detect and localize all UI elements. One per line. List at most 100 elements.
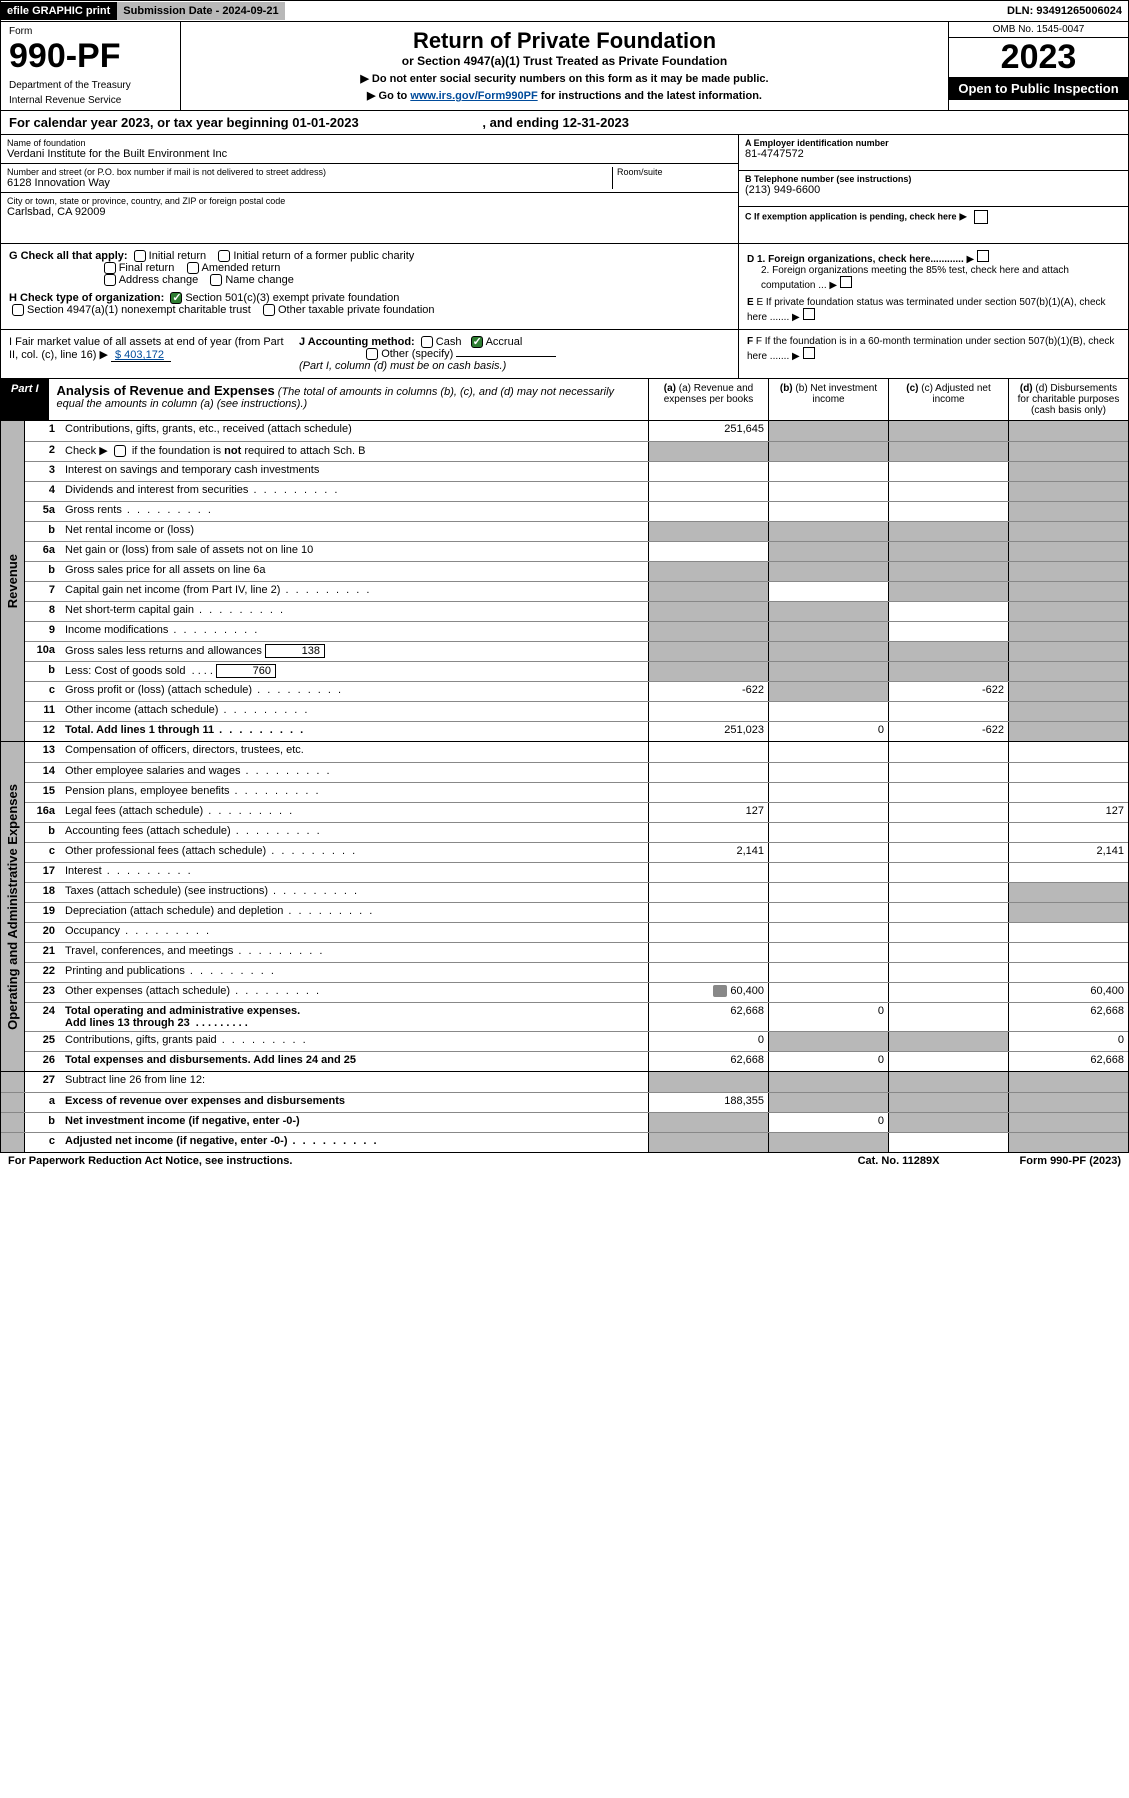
attachment-icon[interactable] xyxy=(713,985,727,997)
table-row: 27Subtract line 26 from line 12: xyxy=(1,1072,1128,1092)
part1-label: Part I xyxy=(1,379,49,420)
checkbox-name[interactable] xyxy=(210,274,222,286)
g-h-block: G Check all that apply: Initial return I… xyxy=(0,244,1129,330)
tel-cell: B Telephone number (see instructions) (2… xyxy=(739,171,1128,207)
checkbox-initial-former[interactable] xyxy=(218,250,230,262)
inst1: ▶ Do not enter social security numbers o… xyxy=(191,72,938,85)
table-row: 25Contributions, gifts, grants paid00 xyxy=(25,1031,1128,1051)
checkbox-f[interactable] xyxy=(803,347,815,359)
table-row: 17Interest xyxy=(25,862,1128,882)
table-row: 13Compensation of officers, directors, t… xyxy=(25,742,1128,762)
table-row: 6aNet gain or (loss) from sale of assets… xyxy=(25,541,1128,561)
e-row: E E If private foundation status was ter… xyxy=(747,297,1120,323)
checkbox-e[interactable] xyxy=(803,308,815,320)
submission-date: Submission Date - 2024-09-21 xyxy=(116,2,284,20)
table-row: 4Dividends and interest from securities xyxy=(25,481,1128,501)
col-b-header: (b) (b) Net investment income xyxy=(768,379,888,420)
title: Return of Private Foundation xyxy=(191,28,938,54)
tax-year: 2023 xyxy=(949,38,1128,77)
i-j-block: I Fair market value of all assets at end… xyxy=(0,330,1129,379)
opex-section: Operating and Administrative Expenses 13… xyxy=(1,741,1128,1071)
table-row: bLess: Cost of goods sold . . . . 760 xyxy=(25,661,1128,681)
i-cell: I Fair market value of all assets at end… xyxy=(9,336,289,372)
h-row: H Check type of organization: Section 50… xyxy=(9,292,730,316)
table-row: 3Interest on savings and temporary cash … xyxy=(25,461,1128,481)
col-d-header: (d) (d) Disbursements for charitable pur… xyxy=(1008,379,1128,420)
opex-side: Operating and Administrative Expenses xyxy=(1,742,25,1071)
table-row: 24Total operating and administrative exp… xyxy=(25,1002,1128,1031)
checkbox-initial[interactable] xyxy=(134,250,146,262)
table-row: 20Occupancy xyxy=(25,922,1128,942)
table-row: bAccounting fees (attach schedule) xyxy=(25,822,1128,842)
table-row: 18Taxes (attach schedule) (see instructi… xyxy=(25,882,1128,902)
checkbox-501c3[interactable] xyxy=(170,292,182,304)
header-right: OMB No. 1545-0047 2023 Open to Public In… xyxy=(948,22,1128,110)
city-cell: City or town, state or province, country… xyxy=(1,193,738,221)
table-row: cAdjusted net income (if negative, enter… xyxy=(1,1132,1128,1152)
checkbox-accrual[interactable] xyxy=(471,336,483,348)
footer: For Paperwork Reduction Act Notice, see … xyxy=(0,1153,1129,1169)
part1-header: Part I Analysis of Revenue and Expenses … xyxy=(0,379,1129,421)
info-block: Name of foundation Verdani Institute for… xyxy=(0,135,1129,244)
addr-cell: Number and street (or P.O. box number if… xyxy=(1,164,738,193)
col-c-header: (c) (c) Adjusted net income xyxy=(888,379,1008,420)
table-row: 12Total. Add lines 1 through 11251,0230-… xyxy=(25,721,1128,741)
table-row: 21Travel, conferences, and meetings xyxy=(25,942,1128,962)
topbar: efile GRAPHIC print Submission Date - 20… xyxy=(0,0,1129,22)
table-row: cGross profit or (loss) (attach schedule… xyxy=(25,681,1128,701)
table-row: bNet rental income or (loss) xyxy=(25,521,1128,541)
checkbox-d2[interactable] xyxy=(840,276,852,288)
form-number: 990-PF xyxy=(9,37,172,76)
table-row: 22Printing and publications xyxy=(25,962,1128,982)
checkbox-schb[interactable] xyxy=(114,445,126,457)
checkbox-address[interactable] xyxy=(104,274,116,286)
name-cell: Name of foundation Verdani Institute for… xyxy=(1,135,738,164)
table-row: aExcess of revenue over expenses and dis… xyxy=(1,1092,1128,1112)
table-row: 26Total expenses and disbursements. Add … xyxy=(25,1051,1128,1071)
d2-row: 2. Foreign organizations meeting the 85%… xyxy=(747,265,1120,291)
footer-left: For Paperwork Reduction Act Notice, see … xyxy=(8,1155,292,1167)
header-left: Form 990-PF Department of the Treasury I… xyxy=(1,22,181,110)
table-row: 19Depreciation (attach schedule) and dep… xyxy=(25,902,1128,922)
table-row: 11Other income (attach schedule) xyxy=(25,701,1128,721)
table-row: 14Other employee salaries and wages xyxy=(25,762,1128,782)
c-cell: C If exemption application is pending, c… xyxy=(739,207,1128,243)
efile-banner: efile GRAPHIC print xyxy=(1,2,116,20)
subtitle: or Section 4947(a)(1) Trust Treated as P… xyxy=(191,54,938,68)
checkbox-other-method[interactable] xyxy=(366,348,378,360)
checkbox-4947[interactable] xyxy=(12,304,24,316)
j-cell: J Accounting method: Cash Accrual Other … xyxy=(289,336,730,372)
calendar-year: For calendar year 2023, or tax year begi… xyxy=(0,111,1129,135)
irs: Internal Revenue Service xyxy=(9,95,172,106)
checkbox-d1[interactable] xyxy=(977,250,989,262)
g-row: G Check all that apply: Initial return I… xyxy=(9,250,730,286)
inst2: ▶ Go to www.irs.gov/Form990PF for instru… xyxy=(191,89,938,102)
ein-cell: A Employer identification number 81-4747… xyxy=(739,135,1128,171)
table-row: 15Pension plans, employee benefits xyxy=(25,782,1128,802)
table-row: 7Capital gain net income (from Part IV, … xyxy=(25,581,1128,601)
f-cell: F F If the foundation is in a 60-month t… xyxy=(738,330,1128,378)
fmv-value[interactable]: $ 403,172 xyxy=(111,349,171,362)
table-row: 5aGross rents xyxy=(25,501,1128,521)
main-table: Revenue 1Contributions, gifts, grants, e… xyxy=(0,421,1129,1153)
omb: OMB No. 1545-0047 xyxy=(949,22,1128,38)
checkbox-cash[interactable] xyxy=(421,336,433,348)
checkbox-c[interactable] xyxy=(974,210,988,224)
open-public: Open to Public Inspection xyxy=(949,77,1128,100)
header: Form 990-PF Department of the Treasury I… xyxy=(0,22,1129,111)
checkbox-other-taxable[interactable] xyxy=(263,304,275,316)
table-row: 2Check ▶ if the foundation is not requir… xyxy=(25,441,1128,461)
line27-section: 27Subtract line 26 from line 12: aExcess… xyxy=(1,1071,1128,1152)
checkbox-final[interactable] xyxy=(104,262,116,274)
table-row: 16aLegal fees (attach schedule)127127 xyxy=(25,802,1128,822)
table-row: 10aGross sales less returns and allowanc… xyxy=(25,641,1128,661)
dept: Department of the Treasury xyxy=(9,80,172,91)
table-row: 8Net short-term capital gain xyxy=(25,601,1128,621)
revenue-side: Revenue xyxy=(1,421,25,741)
table-row: 9Income modifications xyxy=(25,621,1128,641)
dln: DLN: 93491265006024 xyxy=(1001,2,1128,20)
footer-right: Form 990-PF (2023) xyxy=(1020,1155,1122,1167)
checkbox-amended[interactable] xyxy=(187,262,199,274)
form-link[interactable]: www.irs.gov/Form990PF xyxy=(410,90,537,102)
header-mid: Return of Private Foundation or Section … xyxy=(181,22,948,110)
